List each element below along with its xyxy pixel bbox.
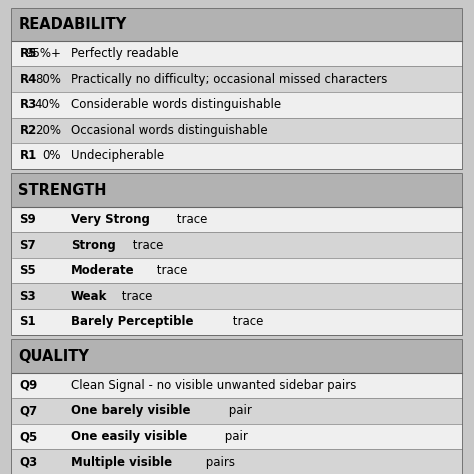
Bar [12, 283, 462, 309]
Bar [12, 174, 462, 207]
Text: Multiple visible: Multiple visible [71, 456, 172, 469]
Text: Q3: Q3 [19, 456, 37, 469]
Text: Q9: Q9 [19, 379, 38, 392]
Text: Clean Signal - no visible unwanted sidebar pairs: Clean Signal - no visible unwanted sideb… [71, 379, 356, 392]
Text: R4: R4 [19, 73, 37, 86]
Text: 0%: 0% [42, 149, 61, 163]
Text: 95%+: 95%+ [25, 47, 61, 60]
Text: trace: trace [129, 238, 163, 252]
Bar [12, 118, 462, 143]
Text: Q7: Q7 [19, 404, 37, 418]
Text: S5: S5 [19, 264, 36, 277]
Bar [12, 340, 462, 373]
Text: 40%: 40% [35, 98, 61, 111]
Bar [12, 41, 462, 66]
Bar [12, 398, 462, 424]
Text: Strong: Strong [71, 238, 116, 252]
Bar [12, 373, 462, 398]
Text: Occasional words distinguishable: Occasional words distinguishable [71, 124, 268, 137]
Bar [12, 207, 462, 232]
Text: S9: S9 [19, 213, 36, 226]
Text: Moderate: Moderate [71, 264, 135, 277]
Text: READABILITY: READABILITY [18, 17, 127, 32]
Text: Practically no difficulty; occasional missed characters: Practically no difficulty; occasional mi… [71, 73, 387, 86]
Bar [12, 424, 462, 449]
Bar [12, 9, 462, 169]
Text: R2: R2 [19, 124, 36, 137]
Text: Undecipherable: Undecipherable [71, 149, 164, 163]
Text: Weak: Weak [71, 290, 108, 303]
Text: pairs: pairs [201, 456, 235, 469]
Text: trace: trace [153, 264, 188, 277]
Text: QUALITY: QUALITY [18, 349, 90, 364]
Bar [12, 92, 462, 118]
Text: trace: trace [173, 213, 207, 226]
Bar [12, 143, 462, 169]
Text: S1: S1 [19, 315, 36, 328]
Text: One barely visible: One barely visible [71, 404, 191, 418]
Text: 20%: 20% [35, 124, 61, 137]
Text: trace: trace [229, 315, 264, 328]
Text: STRENGTH: STRENGTH [18, 183, 107, 198]
Text: Considerable words distinguishable: Considerable words distinguishable [71, 98, 281, 111]
Text: One easily visible: One easily visible [71, 430, 187, 443]
Bar [12, 309, 462, 335]
Text: Barely Perceptible: Barely Perceptible [71, 315, 193, 328]
Text: Q5: Q5 [19, 430, 38, 443]
Bar [12, 174, 462, 335]
Bar [12, 449, 462, 474]
Bar [12, 340, 462, 474]
Text: S7: S7 [19, 238, 36, 252]
Text: Very Strong: Very Strong [71, 213, 150, 226]
Bar [12, 258, 462, 283]
Bar [12, 66, 462, 92]
Text: pair: pair [221, 430, 248, 443]
Text: 80%: 80% [35, 73, 61, 86]
Text: pair: pair [225, 404, 252, 418]
Text: trace: trace [118, 290, 153, 303]
Text: Perfectly readable: Perfectly readable [71, 47, 179, 60]
Text: S3: S3 [19, 290, 36, 303]
Bar [12, 9, 462, 41]
Text: R1: R1 [19, 149, 36, 163]
Text: R3: R3 [19, 98, 36, 111]
Text: R5: R5 [19, 47, 37, 60]
Bar [12, 232, 462, 258]
